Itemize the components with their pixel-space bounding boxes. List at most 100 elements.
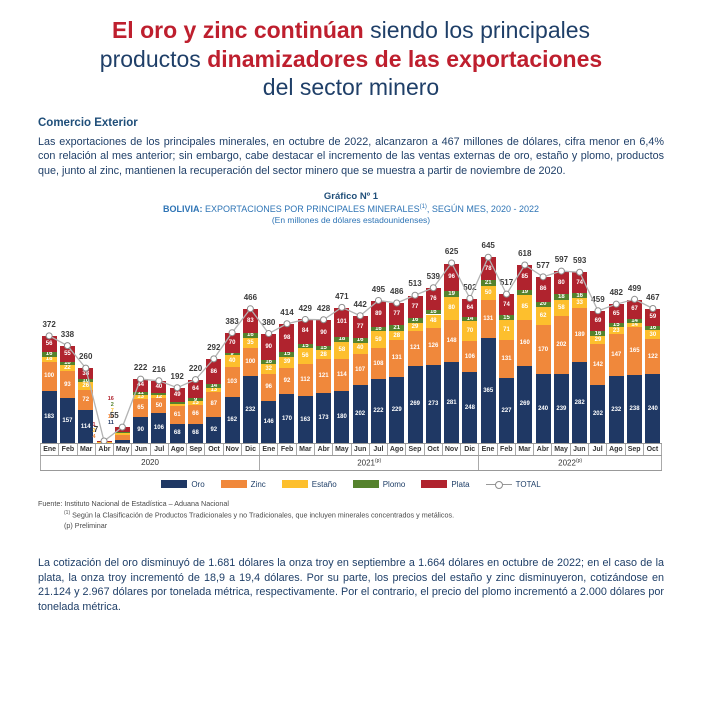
bar-segment-oro: 232 — [242, 376, 258, 444]
month-label: Jun — [571, 444, 589, 456]
bar-segment-oro: 222 — [370, 379, 386, 444]
total-label: 372 — [42, 320, 56, 330]
legend-item-total: TOTAL — [485, 480, 541, 489]
bar-segment-oro: 229 — [389, 377, 405, 444]
bar-segment-plomo: 19 — [444, 291, 460, 297]
bar-segment-plomo: 15 — [608, 322, 624, 328]
bar-segment-plata: 38 — [78, 368, 94, 380]
total-label: 471 — [335, 291, 349, 301]
month-label: May — [333, 444, 352, 456]
total-label: 414 — [280, 308, 294, 317]
total-label: 380 — [261, 317, 276, 327]
bar-segment-plomo: 18 — [334, 336, 350, 342]
bar-segment-plomo: 11 — [133, 390, 149, 396]
bar-segment-plomo: 16 — [352, 338, 368, 343]
bar-segment-plomo: 10 — [78, 378, 94, 384]
bar-segment-estaño — [114, 432, 130, 435]
total-label: 192 — [170, 371, 184, 381]
bar-segment-plomo — [169, 402, 185, 405]
total-label: 495 — [371, 284, 386, 294]
total-label: 442 — [353, 299, 367, 309]
total-label: 499 — [627, 283, 642, 293]
month-label: Jul — [589, 444, 608, 456]
bar-segment-plomo: 16 — [261, 359, 277, 365]
month-label: Ene — [260, 444, 279, 456]
bar-segment-plata: 90 — [316, 320, 332, 347]
bar-segment-plata: 89 — [370, 300, 386, 327]
month-label: Ago — [388, 444, 407, 456]
total-label: 292 — [207, 343, 221, 353]
bar-segment-zinc — [96, 442, 112, 444]
total-label: 7 — [93, 425, 99, 435]
bar-segment-oro: 92 — [206, 416, 222, 444]
legend-item-oro: Oro — [161, 480, 205, 489]
legend-item-plomo: Plomo — [352, 480, 405, 489]
bar-segment-oro: 68 — [169, 423, 185, 444]
bar-segment-oro: 248 — [462, 371, 478, 444]
total-label: 645 — [481, 241, 495, 251]
bar-segment-plomo: 21 — [389, 325, 405, 332]
bar-segment-zinc: 126 — [425, 328, 441, 365]
bar-segment-plomo: 14 — [627, 318, 643, 324]
bar-segment-plomo — [151, 392, 167, 395]
bar-segment-plata: 74 — [499, 294, 514, 316]
bar-segment-estaño: 40 — [224, 355, 240, 367]
bar-segment-plomo: 16 — [370, 326, 386, 332]
bar-segment-zinc: 61 — [169, 406, 185, 424]
page-title-segment: siendo los principales — [363, 17, 591, 43]
month-label: Ene — [479, 444, 498, 456]
total-label: 486 — [390, 287, 404, 297]
chart-title-footnote-marker: (1) — [419, 204, 427, 211]
page-title-line: del sector minero — [0, 73, 702, 102]
bar-segment-plomo: 16 — [242, 332, 258, 338]
total-label: 260 — [79, 352, 93, 362]
bar-segment-plata: 86 — [535, 276, 551, 302]
bar-segment-estaño: 30 — [645, 330, 661, 339]
bar-segment-estaño: 28 — [316, 350, 332, 359]
bar-segment-zinc: 148 — [444, 319, 460, 363]
bar-segment-plata: 40 — [151, 381, 167, 393]
legend-label: Zinc — [250, 479, 266, 489]
bar-segment-zinc: 112 — [297, 364, 313, 397]
total-label: 539 — [426, 272, 440, 281]
bar-segment-plomo: 15 — [499, 315, 514, 321]
bar-segment-zinc: 142 — [590, 344, 606, 386]
chart: 183 100 18 16 56 372 157 93 22 10 55 338 114 72 26 10 38… — [40, 231, 663, 489]
bar-segment-plata: 83 — [242, 309, 258, 333]
total-label: 625 — [444, 247, 459, 257]
page-title-segment: productos — [99, 45, 208, 72]
bar-segment-plata: 69 — [590, 311, 606, 332]
month-label: Oct — [205, 444, 224, 456]
month-label: Abr — [96, 444, 115, 456]
bar-segment-oro: 146 — [261, 401, 277, 444]
bar-segment-estaño: 29 — [407, 322, 423, 331]
bar-segment-plomo — [114, 432, 130, 433]
bar-segment-estaño: 50 — [480, 285, 496, 301]
total-line-marker-icon — [485, 480, 512, 489]
chart-number-title: Gráfico Nº 1 — [323, 191, 379, 203]
bar-segment-zinc: 131 — [389, 339, 405, 378]
bar-segment-zinc: 72 — [78, 389, 94, 411]
total-label: 459 — [591, 295, 605, 305]
bar-segment-oro: 170 — [279, 394, 295, 444]
bar-segment-zinc: 107 — [352, 354, 368, 386]
bar-segment-zinc: 160 — [517, 319, 533, 366]
month-label: Jul — [370, 444, 389, 456]
year-label: 2022(p) — [479, 456, 662, 470]
bar-segment-oro: 239 — [553, 374, 569, 444]
source-block: Fuente: Instituto Nacional de Estadístic… — [38, 499, 702, 532]
bar-segment-plata: 44 — [133, 379, 149, 392]
chart-title-rest: , SEGÚN MES, 2020 - 2022 — [426, 204, 539, 215]
bar-segment-oro: 202 — [590, 385, 606, 444]
intro-paragraph: Las exportaciones de los principales min… — [38, 135, 664, 178]
x-axis-years: 2020 2021(p) 2022(p) — [40, 456, 662, 471]
bar-segment-plomo: 21 — [480, 279, 496, 286]
page-title-line: El oro y zinc continúan siendo los princ… — [0, 16, 702, 45]
bar-segment-zinc — [114, 434, 130, 441]
bar-segment-plomo: 15 — [279, 351, 295, 357]
bar-segment-zinc: 106 — [462, 341, 478, 372]
bar-segment-oro: 227 — [499, 377, 514, 444]
bar-segment-plomo: 9 — [188, 397, 203, 402]
bar-segment-zinc: 121 — [407, 330, 423, 366]
